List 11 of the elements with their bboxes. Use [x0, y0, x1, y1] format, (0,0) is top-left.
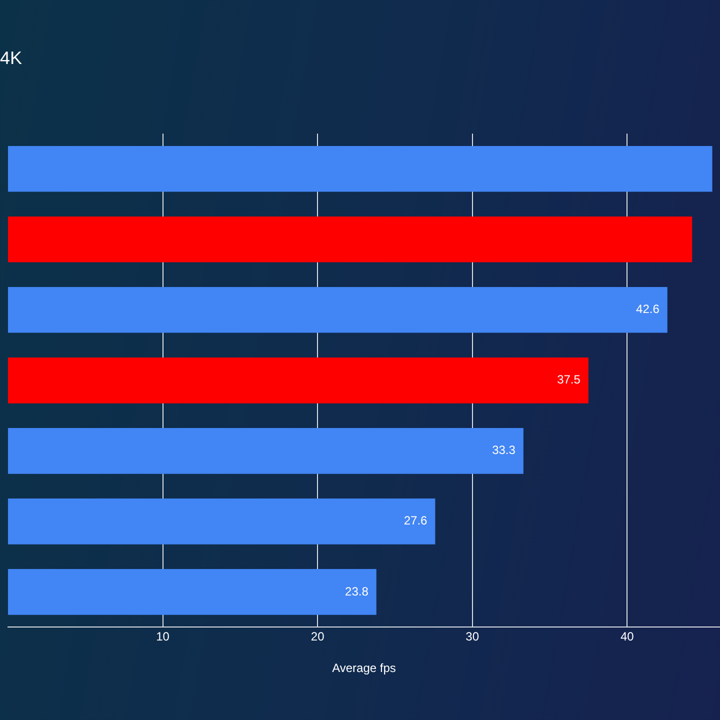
x-tick-label: 40	[620, 630, 634, 644]
data-label: 23.8	[345, 584, 369, 598]
x-tick-label: 30	[466, 630, 480, 644]
data-label: 33.3	[492, 443, 516, 458]
x-tick-label: 10	[156, 630, 170, 644]
data-label: 42.6	[636, 302, 660, 316]
chart-title: 4K	[0, 48, 22, 68]
data-label: 37.5	[557, 372, 581, 387]
x-axis-title: Average fps	[332, 661, 396, 676]
data-label: 27.6	[404, 514, 428, 528]
x-tick-label: 20	[310, 630, 325, 644]
